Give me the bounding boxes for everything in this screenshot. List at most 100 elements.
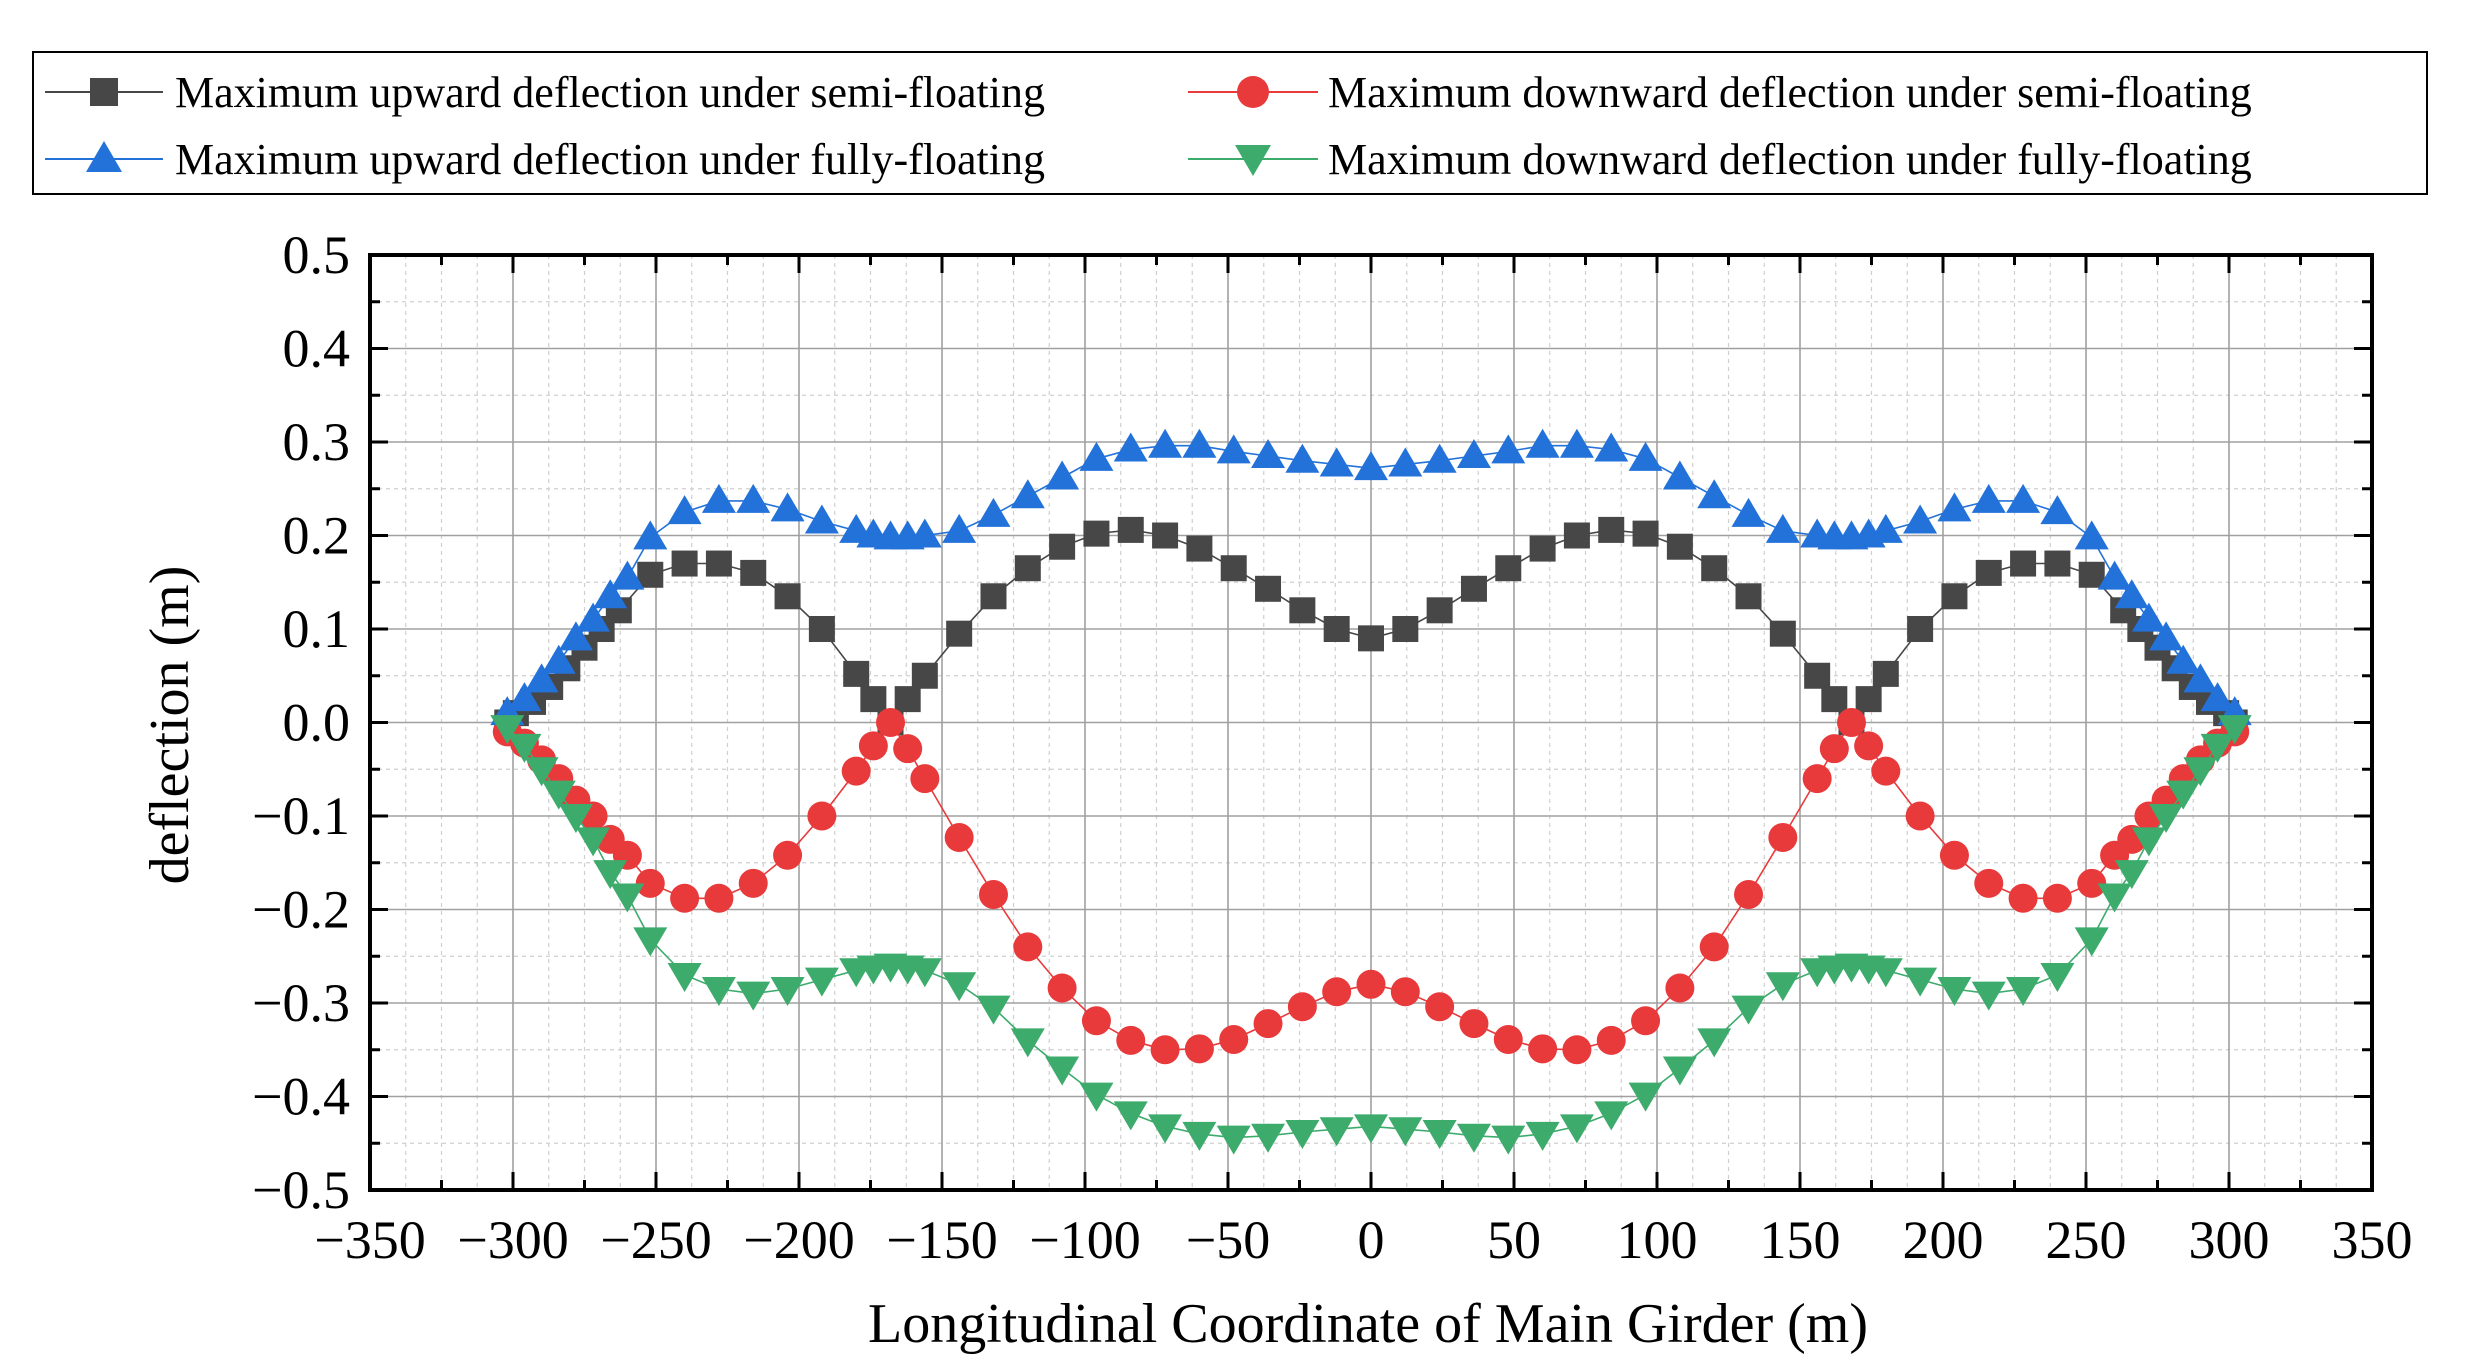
- data-point-triangle-down: [2149, 804, 2184, 833]
- data-point-triangle-up: [1903, 504, 1938, 534]
- data-point-circle: [841, 756, 871, 786]
- data-point-triangle-down: [976, 995, 1011, 1025]
- data-point-triangle-down: [804, 967, 839, 997]
- data-point-triangle-down: [1559, 1114, 1594, 1144]
- square-marker-icon: [90, 78, 118, 106]
- x-tick-label: 200: [1903, 1210, 1984, 1270]
- legend-item-fully-downward: Maximum downward deflection under fully-…: [1188, 135, 2252, 184]
- data-point-triangle-down: [1628, 1082, 1663, 1112]
- legend-label-fully-upward: Maximum upward deflection under fully-fl…: [175, 135, 1045, 184]
- data-point-circle: [1836, 708, 1866, 737]
- data-point-square: [1289, 597, 1316, 624]
- data-point-square: [1460, 575, 1487, 602]
- grid: [370, 255, 2372, 1190]
- data-point-triangle-up: [701, 483, 736, 513]
- data-point-triangle-down: [541, 780, 576, 810]
- data-point-triangle-down: [1422, 1120, 1457, 1150]
- data-point-circle: [635, 868, 665, 898]
- y-tick-label: −0.1: [252, 786, 350, 846]
- data-point-triangle-down: [736, 981, 771, 1011]
- data-point-circle: [1699, 932, 1729, 962]
- data-point-square: [946, 620, 973, 647]
- data-point-triangle-down: [593, 860, 628, 890]
- series-triangle-down: [490, 715, 2252, 1155]
- data-point-square: [2010, 550, 2037, 577]
- x-tick-label: −100: [1029, 1210, 1140, 1270]
- data-point-square: [1014, 555, 1041, 582]
- data-point-square: [1701, 555, 1728, 582]
- x-tick-label: 300: [2189, 1210, 2270, 1270]
- data-point-triangle-up: [907, 518, 942, 548]
- data-point-triangle-down: [1731, 995, 1766, 1025]
- data-point-square: [1392, 616, 1419, 642]
- data-point-triangle-up: [1456, 439, 1491, 469]
- data-point-square: [1975, 559, 2002, 586]
- data-point-triangle-down: [1045, 1056, 1080, 1086]
- data-point-triangle-up: [593, 579, 628, 609]
- data-point-triangle-up: [1285, 443, 1320, 473]
- x-tick-label: −350: [314, 1210, 425, 1270]
- x-tick-label: −150: [886, 1210, 997, 1270]
- x-tick-label: 250: [2046, 1210, 2127, 1270]
- data-point-triangle-up: [524, 663, 559, 693]
- data-point-square: [894, 686, 921, 713]
- data-point-triangle-down: [490, 715, 525, 745]
- data-point-triangle-up: [1559, 428, 1594, 458]
- x-tick-label: −300: [457, 1210, 568, 1270]
- data-point-square: [1529, 535, 1556, 562]
- y-tick-label: −0.5: [252, 1160, 350, 1220]
- data-point-square: [1632, 520, 1659, 547]
- data-point-triangle-down: [1319, 1117, 1354, 1147]
- data-point-triangle-up: [1045, 460, 1080, 490]
- data-point-triangle-up: [1628, 441, 1663, 471]
- data-point-triangle-down: [1354, 1114, 1388, 1144]
- data-point-triangle-up: [2040, 495, 2075, 525]
- data-point-circle: [1854, 731, 1884, 761]
- data-point-circle: [1013, 932, 1043, 962]
- data-point-circle: [670, 883, 700, 913]
- data-point-circle: [1802, 764, 1832, 794]
- triangle-up-marker-icon: [86, 141, 122, 172]
- data-point-circle: [773, 840, 803, 870]
- data-point-circle: [910, 764, 940, 794]
- data-point-circle: [944, 823, 974, 853]
- data-point-triangle-up: [1182, 428, 1217, 458]
- x-tick-label: 0: [1358, 1210, 1385, 1270]
- data-point-square: [2044, 550, 2071, 577]
- circle-marker-icon: [1237, 76, 1269, 108]
- y-tick-label: −0.2: [252, 880, 350, 940]
- data-point-triangle-up: [1662, 460, 1697, 490]
- data-point-square: [671, 550, 698, 577]
- data-point-triangle-up: [507, 682, 542, 712]
- data-point-triangle-up: [2149, 621, 2184, 651]
- data-point-circle: [704, 883, 734, 913]
- data-point-triangle-down: [610, 883, 645, 913]
- data-point-square: [637, 561, 664, 588]
- data-point-triangle-down: [633, 927, 668, 957]
- data-point-triangle-down: [1697, 1028, 1732, 1058]
- data-point-square: [1666, 533, 1693, 560]
- data-point-circle: [1116, 1025, 1146, 1055]
- data-point-circle: [858, 731, 888, 761]
- data-point-triangle-up: [1731, 497, 1766, 527]
- y-tick-label: 0.2: [283, 506, 351, 566]
- data-point-triangle-up: [1594, 432, 1629, 462]
- data-point-triangle-up: [736, 483, 771, 513]
- data-point-circle: [1184, 1034, 1214, 1064]
- data-point-circle: [1425, 992, 1455, 1022]
- data-point-triangle-down: [507, 733, 542, 763]
- data-point-triangle-down: [576, 827, 611, 857]
- data-point-triangle-up: [633, 520, 668, 550]
- data-point-triangle-down: [1491, 1125, 1526, 1155]
- data-point-square: [1735, 583, 1762, 610]
- data-point-square: [1186, 535, 1213, 562]
- data-point-triangle-up: [1319, 447, 1354, 477]
- x-axis-title: Longitudinal Coordinate of Main Girder (…: [868, 1293, 1868, 1355]
- data-point-circle: [1871, 756, 1901, 786]
- data-point-circle: [2042, 883, 2072, 913]
- data-point-triangle-up: [1868, 513, 1903, 543]
- data-point-triangle-down: [770, 976, 805, 1006]
- triangle-down-marker-icon: [1235, 145, 1271, 176]
- data-point-triangle-up: [576, 602, 611, 632]
